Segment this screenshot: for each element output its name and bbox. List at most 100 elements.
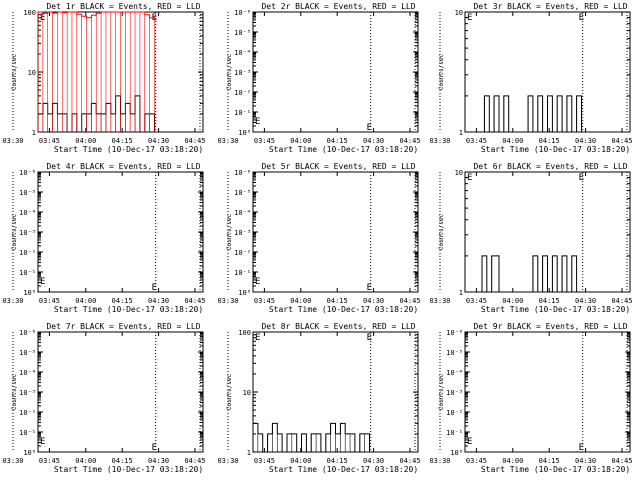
event-marker-label: E bbox=[255, 117, 260, 127]
x-tick-label: 03:45 bbox=[254, 457, 275, 465]
x-axis-label: Start Time (10-Dec-17 03:18:20) bbox=[269, 465, 418, 474]
x-tick-label: 04:45 bbox=[399, 297, 420, 305]
event-marker-label: E bbox=[40, 437, 45, 447]
x-tick-label: 03:45 bbox=[254, 297, 275, 305]
x-tick-label: 04:30 bbox=[363, 137, 384, 145]
x-tick-label: 03:45 bbox=[466, 457, 487, 465]
x-tick-label: 04:30 bbox=[575, 457, 596, 465]
x-axis-label: Start Time (10-Dec-17 03:18:20) bbox=[481, 145, 630, 154]
y-tick-label: 10⁻⁴ bbox=[234, 49, 251, 57]
event-marker-label: E bbox=[367, 123, 372, 133]
x-tick-label: 04:30 bbox=[575, 297, 596, 305]
panel-title: Det 9r BLACK = Events, RED = LLD bbox=[473, 322, 627, 331]
y-tick-label: 10⁰ bbox=[238, 289, 251, 297]
y-tick-label: 10⁻⁶ bbox=[234, 9, 251, 17]
y-tick-label: 10⁻³ bbox=[19, 389, 36, 397]
y-tick-label: 1 bbox=[32, 129, 36, 137]
x-tick-label: 04:30 bbox=[148, 297, 169, 305]
y-axis-label: Counts/sec bbox=[438, 374, 445, 411]
y-tick-label: 10 bbox=[243, 389, 251, 397]
x-tick-label: 04:45 bbox=[184, 137, 205, 145]
series-line-1 bbox=[465, 255, 584, 293]
x-tick-label: 04:00 bbox=[290, 137, 311, 145]
y-tick-label: 10⁻² bbox=[446, 409, 463, 417]
y-tick-label: 10⁻⁵ bbox=[446, 349, 463, 357]
y-tick-label: 10⁻² bbox=[19, 409, 36, 417]
detector-panel-6: Det 6r BLACK = Events, RED = LLD Counts/s… bbox=[429, 162, 632, 314]
y-tick-label: 1 bbox=[247, 449, 251, 457]
x-tick-label: 03:45 bbox=[466, 297, 487, 305]
x-tick-label: 04:00 bbox=[75, 457, 96, 465]
detector-panel-9: Det 9r BLACK = Events, RED = LLD Counts/s… bbox=[429, 322, 632, 474]
detector-panel-1: Det 1r BLACK = Events, RED = LLD Counts/s… bbox=[2, 2, 205, 154]
x-tick-label: 04:00 bbox=[290, 457, 311, 465]
x-tick-label: 04:45 bbox=[611, 137, 632, 145]
x-axis-label: Start Time (10-Dec-17 03:18:20) bbox=[54, 305, 203, 314]
y-tick-label: 10⁻³ bbox=[234, 69, 251, 77]
y-tick-label: 10⁻¹ bbox=[234, 109, 251, 117]
x-tick-label: 04:15 bbox=[327, 457, 348, 465]
detector-panel-5: Det 5r BLACK = Events, RED = LLD Counts/s… bbox=[217, 162, 420, 314]
x-tick-label: 04:00 bbox=[290, 297, 311, 305]
x-tick-label: 04:45 bbox=[399, 137, 420, 145]
x-tick-label: 04:30 bbox=[575, 137, 596, 145]
x-tick-label: 03:45 bbox=[39, 137, 60, 145]
plot-frame bbox=[37, 171, 204, 293]
y-tick-label: 10⁻⁴ bbox=[234, 209, 251, 217]
panel-title: Det 5r BLACK = Events, RED = LLD bbox=[261, 162, 415, 171]
x-tick-label: 04:30 bbox=[363, 297, 384, 305]
x-tick-label: 04:45 bbox=[611, 297, 632, 305]
y-tick-label: 1 bbox=[459, 129, 463, 137]
series-line-1 bbox=[253, 422, 372, 453]
panel-title: Det 8r BLACK = Events, RED = LLD bbox=[261, 322, 415, 331]
plot-frame bbox=[252, 171, 419, 293]
y-tick-label: 10⁻⁵ bbox=[19, 349, 36, 357]
y-axis-label: Counts/sec bbox=[11, 54, 18, 91]
y-tick-label: 10⁻³ bbox=[19, 229, 36, 237]
y-tick-label: 10⁻³ bbox=[234, 229, 251, 237]
event-marker-label: E bbox=[367, 333, 372, 343]
x-tick-label: 04:15 bbox=[327, 137, 348, 145]
panel-title: Det 4r BLACK = Events, RED = LLD bbox=[46, 162, 200, 171]
detector-panel-7: Det 7r BLACK = Events, RED = LLD Counts/s… bbox=[2, 322, 205, 474]
y-axis-label: Counts/sec bbox=[226, 54, 233, 91]
y-tick-label: 10⁻¹ bbox=[19, 429, 36, 437]
y-tick-label: 10⁻¹ bbox=[446, 429, 463, 437]
x-tick-label: 04:00 bbox=[75, 137, 96, 145]
event-marker-label: E bbox=[467, 437, 472, 447]
y-axis-label: Counts/sec bbox=[226, 374, 233, 411]
x-tick-label: 03:45 bbox=[39, 297, 60, 305]
x-axis-label: Start Time (10-Dec-17 03:18:20) bbox=[54, 465, 203, 474]
y-tick-label: 10⁻⁵ bbox=[234, 189, 251, 197]
x-tick-label: 04:15 bbox=[112, 457, 133, 465]
detector-panel-8: Det 8r BLACK = Events, RED = LLD Counts/s… bbox=[217, 322, 420, 474]
x-tick-label: 04:15 bbox=[539, 457, 560, 465]
plot-frame bbox=[37, 331, 204, 453]
x-tick-label: 03:45 bbox=[466, 137, 487, 145]
y-tick-label: 10 bbox=[28, 69, 36, 77]
y-tick-label: 10⁻⁶ bbox=[19, 169, 36, 177]
x-tick-label: 03:45 bbox=[254, 137, 275, 145]
x-tick-label: 04:45 bbox=[611, 457, 632, 465]
x-tick-label: 03:30 bbox=[217, 137, 238, 145]
x-tick-label: 04:15 bbox=[327, 297, 348, 305]
x-tick-label: 03:45 bbox=[39, 457, 60, 465]
y-tick-label: 100 bbox=[23, 9, 36, 17]
x-tick-label: 04:45 bbox=[184, 457, 205, 465]
x-tick-label: 03:30 bbox=[2, 137, 23, 145]
panel-title: Det 6r BLACK = Events, RED = LLD bbox=[473, 162, 627, 171]
x-tick-label: 04:45 bbox=[184, 297, 205, 305]
panel-title: Det 7r BLACK = Events, RED = LLD bbox=[46, 322, 200, 331]
event-marker-label: E bbox=[40, 277, 45, 287]
event-marker-label: E bbox=[255, 277, 260, 287]
y-tick-label: 10⁻⁵ bbox=[234, 29, 251, 37]
y-tick-label: 10⁻³ bbox=[446, 389, 463, 397]
y-tick-label: 10⁻² bbox=[19, 249, 36, 257]
plot-frame bbox=[464, 331, 631, 453]
event-marker-label: E bbox=[255, 333, 260, 343]
x-tick-label: 04:15 bbox=[112, 297, 133, 305]
y-tick-label: 10⁻¹ bbox=[234, 269, 251, 277]
event-marker-label: E bbox=[367, 283, 372, 293]
x-axis-label: Start Time (10-Dec-17 03:18:20) bbox=[269, 305, 418, 314]
